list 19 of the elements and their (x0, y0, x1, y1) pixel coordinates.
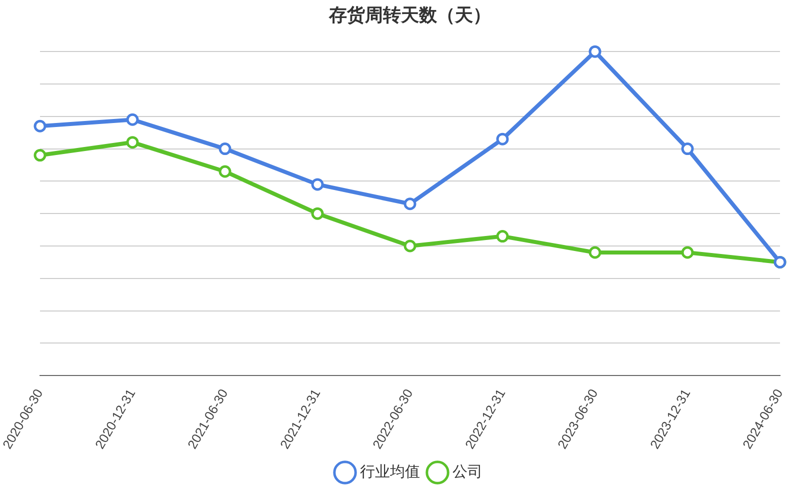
point (311, 207, 324, 220)
point (404, 198, 416, 210)
point (496, 230, 509, 243)
point (588, 45, 602, 58)
point (34, 120, 46, 132)
point (34, 149, 46, 162)
point (681, 142, 694, 156)
point (218, 165, 232, 178)
point (496, 132, 509, 146)
legend-label: 公司 (452, 464, 482, 481)
point (404, 240, 416, 252)
point (126, 113, 139, 126)
legend-label: 行业均值 (360, 464, 420, 481)
point (681, 246, 694, 259)
point (311, 178, 324, 191)
point (126, 136, 139, 149)
point (588, 246, 602, 259)
chart-title: 存货周转天数（天） (328, 4, 491, 25)
point (218, 142, 232, 156)
